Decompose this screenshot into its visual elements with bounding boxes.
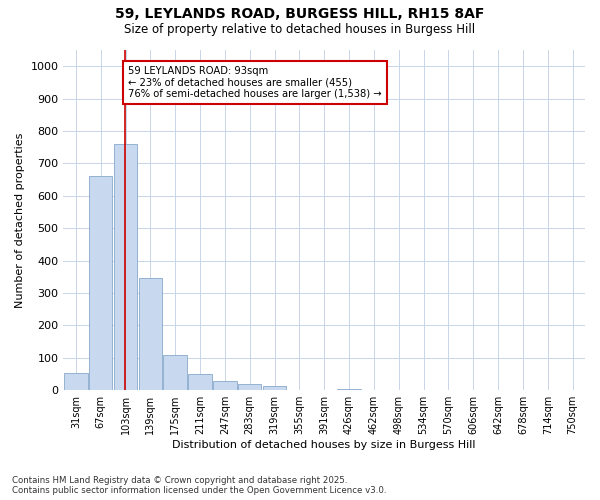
- Bar: [213, 381, 236, 390]
- Bar: [188, 374, 212, 390]
- Bar: [163, 354, 187, 390]
- Bar: [238, 384, 262, 390]
- Bar: [114, 144, 137, 390]
- Text: 59 LEYLANDS ROAD: 93sqm
← 23% of detached houses are smaller (455)
76% of semi-d: 59 LEYLANDS ROAD: 93sqm ← 23% of detache…: [128, 66, 382, 100]
- Text: Size of property relative to detached houses in Burgess Hill: Size of property relative to detached ho…: [124, 22, 476, 36]
- Bar: [139, 278, 162, 390]
- Text: Contains HM Land Registry data © Crown copyright and database right 2025.
Contai: Contains HM Land Registry data © Crown c…: [12, 476, 386, 495]
- Bar: [337, 388, 361, 390]
- X-axis label: Distribution of detached houses by size in Burgess Hill: Distribution of detached houses by size …: [172, 440, 476, 450]
- Y-axis label: Number of detached properties: Number of detached properties: [15, 132, 25, 308]
- Bar: [64, 374, 88, 390]
- Text: 59, LEYLANDS ROAD, BURGESS HILL, RH15 8AF: 59, LEYLANDS ROAD, BURGESS HILL, RH15 8A…: [115, 8, 485, 22]
- Bar: [263, 386, 286, 390]
- Bar: [89, 176, 112, 390]
